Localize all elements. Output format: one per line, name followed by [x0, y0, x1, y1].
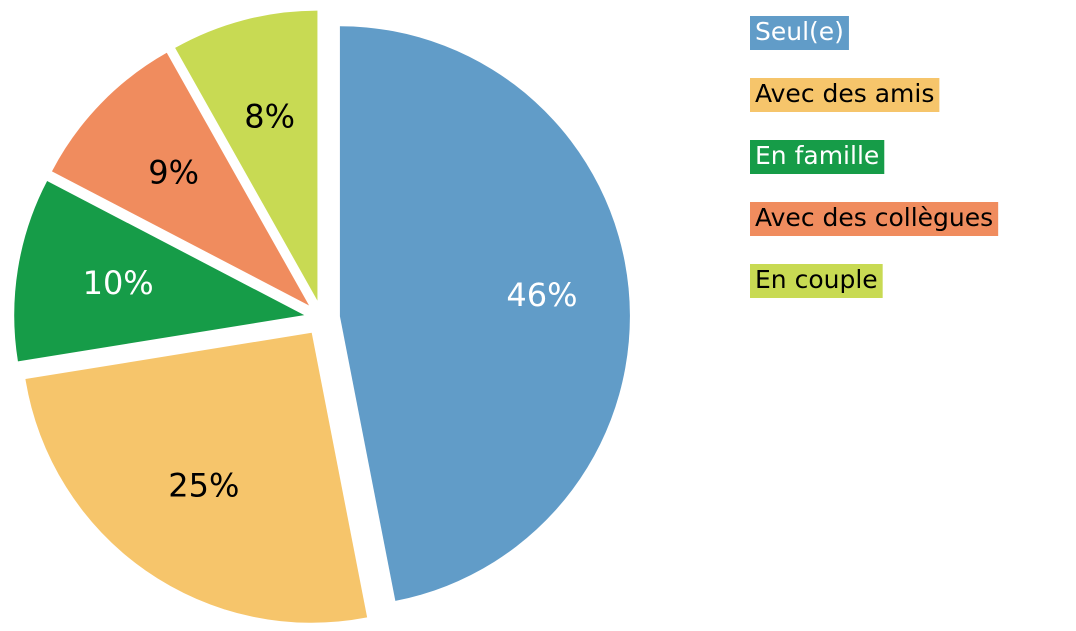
- legend-label: En famille: [755, 141, 879, 170]
- slice-label: 9%: [148, 153, 199, 191]
- legend-swatch: [750, 140, 885, 174]
- legend-item: Avec des collègues: [750, 202, 999, 236]
- legend-item: Seul(e): [750, 16, 849, 50]
- legend-swatch: [750, 202, 999, 236]
- legend-label: Seul(e): [755, 17, 844, 46]
- legend-label: Avec des collègues: [755, 203, 993, 232]
- legend-swatch: [750, 16, 849, 50]
- pie-slice: [14, 180, 305, 362]
- pie-slice: [339, 26, 630, 601]
- slice-label: 8%: [244, 97, 295, 135]
- legend-item: En famille: [750, 140, 885, 174]
- slice-label: 10%: [83, 264, 154, 302]
- pie-slice: [25, 332, 368, 623]
- legend-label: Avec des amis: [755, 79, 934, 108]
- slice-label: 25%: [168, 466, 239, 504]
- pie-slice: [175, 10, 318, 301]
- legend-label: En couple: [755, 265, 878, 294]
- legend-swatch: [750, 78, 940, 112]
- legend-swatch: [750, 264, 883, 298]
- slice-label: 46%: [506, 276, 577, 314]
- legend-item: Avec des amis: [750, 78, 940, 112]
- pie-slice: [51, 52, 310, 306]
- legend-item: En couple: [750, 264, 883, 298]
